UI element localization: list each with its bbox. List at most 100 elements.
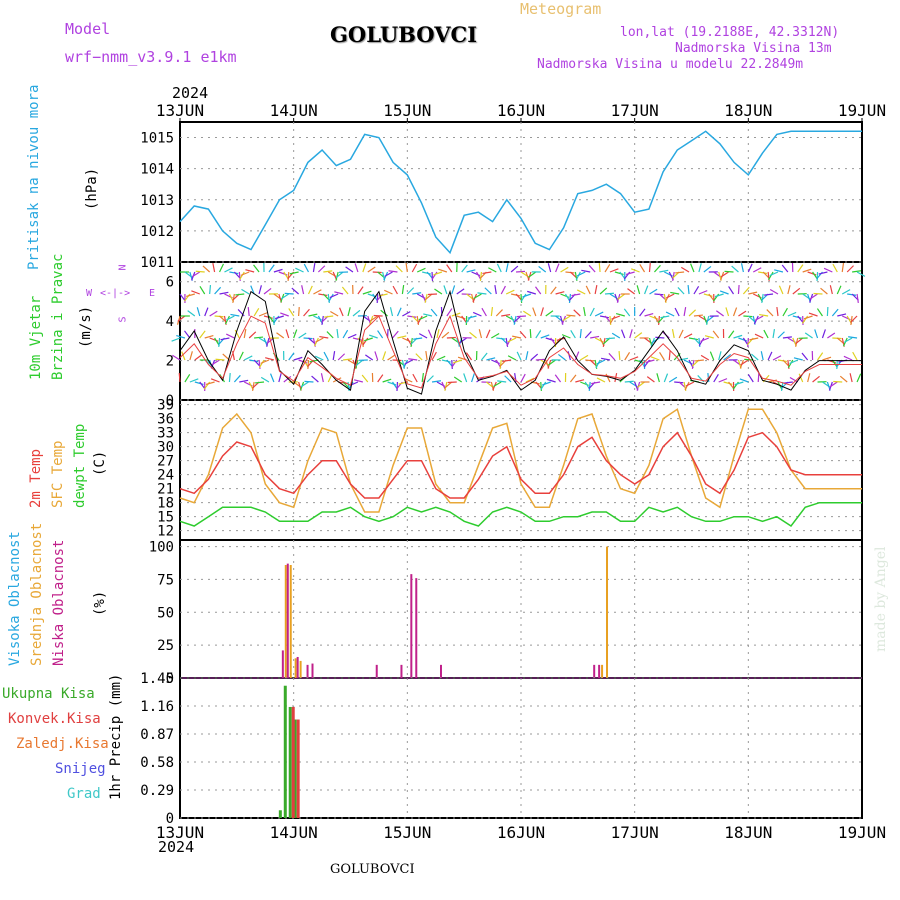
wind-barb	[469, 331, 477, 339]
wind-barb	[849, 373, 853, 383]
wind-barb	[477, 292, 487, 295]
wind-barb	[178, 372, 181, 383]
wind-barb	[585, 359, 595, 362]
wind-barb	[690, 263, 695, 273]
wind-barb	[554, 374, 562, 383]
wind-barb	[520, 293, 527, 302]
wind-barb	[219, 291, 229, 295]
wind-barb	[742, 286, 750, 295]
precip-tick: 0.87	[140, 727, 174, 743]
wind-barb	[538, 265, 547, 273]
wind-barb	[501, 313, 511, 317]
wind-barb	[248, 331, 257, 339]
wind-barb	[744, 358, 754, 361]
wind-barb	[473, 293, 482, 300]
wind-barb	[611, 315, 621, 320]
wind-barb	[763, 329, 769, 339]
wind-barb	[528, 271, 537, 278]
wind-barb	[505, 263, 509, 273]
precip-legend-frz: Zaledj.Kisa	[16, 736, 109, 752]
wind-barb	[795, 337, 804, 345]
wind-barb	[569, 374, 577, 383]
wind-barb	[604, 264, 611, 273]
wind-barb	[841, 289, 851, 295]
year-top: 2024	[172, 84, 209, 102]
model-label: Model	[65, 20, 111, 38]
wind-barb	[767, 351, 773, 361]
wind-barb	[280, 312, 289, 317]
cloud-tick: 0	[166, 671, 174, 687]
wind-barb	[382, 351, 387, 361]
wind-barb	[525, 377, 535, 383]
wind-barb	[258, 285, 262, 295]
temp-tick: 24	[157, 468, 174, 484]
wind-tick: 2	[166, 354, 174, 370]
wind-barb	[181, 351, 186, 361]
compass-icon: N S W E <-|->	[86, 264, 156, 323]
wind-barb	[285, 329, 290, 339]
wind-barb	[319, 335, 329, 339]
wind-barb	[392, 330, 399, 339]
wind-barb	[714, 293, 724, 298]
wind-barb	[303, 337, 313, 340]
wind-barb	[293, 329, 298, 339]
wind-barb	[332, 351, 336, 361]
wind-barb	[681, 266, 690, 273]
wind-barb	[665, 311, 675, 317]
wind-barb	[678, 329, 684, 339]
wind-barb	[535, 330, 542, 339]
wind-barb	[382, 378, 392, 383]
wind-barb	[540, 381, 547, 390]
wind-barb	[754, 333, 764, 339]
wind-barb	[718, 351, 722, 361]
wind-barb	[357, 286, 364, 295]
wind-barb	[694, 359, 704, 362]
wind-barb	[239, 271, 245, 281]
wind-barb	[258, 359, 265, 369]
day-tick-top: 16JUN	[497, 101, 545, 120]
wind-barb	[850, 315, 853, 325]
wind-barb	[728, 330, 735, 339]
wind-barb	[280, 293, 290, 300]
wind-barb	[848, 336, 858, 339]
wind-barb	[541, 381, 551, 386]
wind-barb	[747, 263, 753, 273]
wind-barb	[584, 331, 592, 339]
wind-barb	[458, 337, 467, 344]
wind-barb	[656, 373, 660, 383]
wind-barb	[555, 291, 565, 295]
wind-barb	[423, 313, 433, 317]
wind-barb	[827, 332, 836, 339]
wind-barb	[365, 354, 374, 361]
wind-barb	[191, 271, 201, 278]
wind-barb	[588, 264, 596, 273]
wind-barb	[352, 309, 361, 317]
wind-barb	[335, 271, 344, 279]
wind-barb	[250, 285, 255, 295]
wind-barb	[412, 292, 422, 295]
wind-barb	[388, 270, 398, 273]
wind-barb	[769, 271, 779, 277]
wind-barb	[818, 271, 828, 275]
wind-barb	[504, 375, 512, 383]
wind-barb	[396, 307, 402, 317]
model-name: wrf−nmm_v3.9.1 e1km	[65, 48, 237, 66]
wind-barb	[404, 359, 413, 365]
wind-barb	[625, 271, 635, 276]
temp-tick: 33	[157, 426, 174, 442]
wind-barb	[300, 381, 309, 388]
wind-barb	[804, 332, 813, 339]
precip-tick: 0.29	[140, 783, 174, 799]
wind-barb	[466, 269, 476, 273]
wind-barb	[361, 374, 369, 383]
wind-tick: 6	[166, 275, 174, 291]
wind-barb	[269, 373, 275, 383]
wind-barb	[317, 265, 326, 273]
wind-barb	[368, 334, 378, 339]
wind-barb	[846, 265, 854, 273]
wind-barb	[639, 264, 646, 273]
wind-barb	[422, 271, 432, 275]
wind-barb	[576, 289, 586, 295]
wind-barb	[314, 355, 324, 361]
wind-barb	[353, 379, 364, 383]
